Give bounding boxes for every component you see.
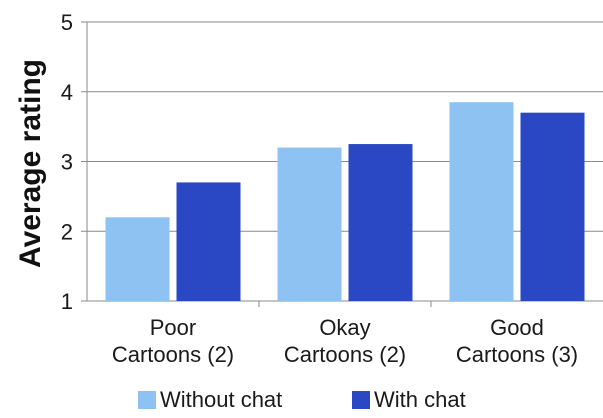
x-tick-label: Cartoons (2) [112,342,234,367]
legend-label: Without chat [160,387,282,412]
bar-with-chat [348,144,413,301]
bar-with-chat [520,112,585,301]
legend-swatch [352,391,370,409]
y-tick-label: 4 [61,80,73,105]
x-tick-label: Okay [319,315,370,340]
bar-without-chat [277,147,342,301]
axes [81,21,603,307]
y-axis-title: Average rating [14,59,47,268]
x-tick-label: Good [490,315,544,340]
legend-swatch [138,391,156,409]
legend-label: With chat [374,387,466,412]
y-tick-label: 1 [61,289,73,314]
x-tick-label: Cartoons (2) [284,342,406,367]
y-tick-label: 2 [61,219,73,244]
bar-with-chat [176,182,241,301]
bars [105,102,585,302]
x-tick-label: Poor [150,315,196,340]
bar-without-chat [105,217,170,301]
bar-without-chat [449,102,514,302]
legend: Without chat With chat [138,387,466,412]
y-tick-label: 5 [61,10,73,35]
gridlines [87,21,603,232]
x-tick-label: Cartoons (3) [456,342,578,367]
y-tick-label: 3 [61,150,73,175]
